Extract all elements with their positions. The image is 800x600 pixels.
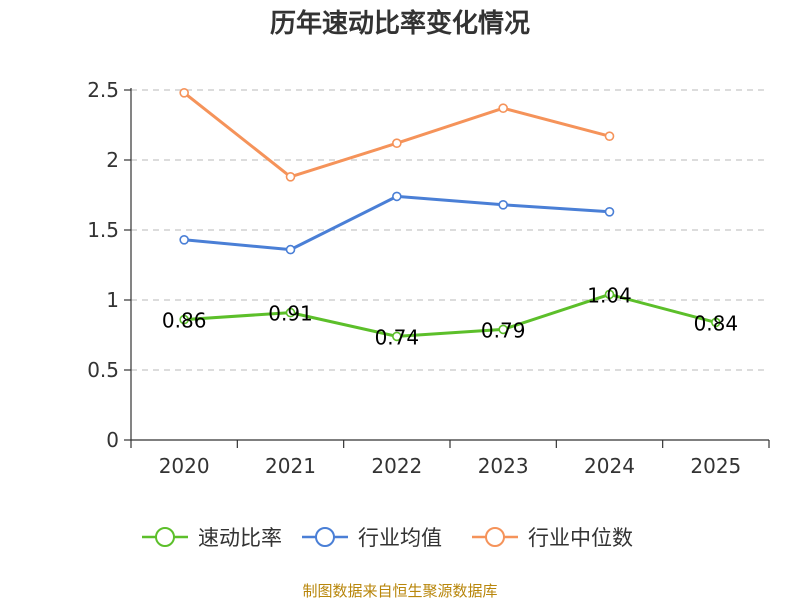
- data-label: 1.04: [587, 283, 632, 307]
- x-tick-label: 2023: [478, 454, 529, 478]
- grid: [131, 89, 769, 371]
- legend-marker: [485, 527, 505, 547]
- x-tick-label: 2025: [690, 454, 741, 478]
- series-line: [184, 194, 610, 252]
- data-point[interactable]: [498, 324, 508, 335]
- data-point[interactable]: [179, 235, 189, 245]
- legend-marker: [155, 527, 175, 547]
- data-label: 0.84: [694, 311, 739, 335]
- data-point[interactable]: [285, 307, 296, 318]
- legend-label: 行业中位数: [528, 526, 633, 550]
- x-tick-label: 2021: [265, 454, 316, 478]
- data-point[interactable]: [179, 88, 189, 98]
- x-tick-label: 2024: [584, 454, 635, 478]
- data-point[interactable]: [285, 244, 296, 255]
- data-point[interactable]: [179, 314, 189, 325]
- y-tick-label: 1.5: [87, 218, 119, 242]
- y-tick-label: 1: [106, 288, 119, 312]
- y-tick-label: 0: [106, 428, 119, 452]
- series-line: [183, 91, 610, 179]
- legend-label: 速动比率: [198, 526, 282, 550]
- data-point[interactable]: [711, 317, 721, 328]
- data-label: 0.91: [268, 302, 313, 326]
- series-1: [179, 191, 615, 255]
- legend-item-0[interactable]: 速动比率: [142, 526, 282, 550]
- series: [179, 88, 721, 342]
- x-tick-label: 2022: [371, 454, 422, 478]
- series-2: [179, 88, 615, 182]
- data-labels: 0.86 0.91 0.74 0.79 1.04 0.84: [162, 283, 738, 349]
- chart-title: 历年速动比率变化情况: [270, 8, 530, 39]
- data-point[interactable]: [604, 207, 615, 217]
- data-point[interactable]: [392, 331, 402, 342]
- data-point[interactable]: [604, 289, 615, 300]
- data-point[interactable]: [498, 103, 508, 113]
- axes: 0 0.5 1 1.5 2 2.5 2020 2021 2022 2023 2024 2025: [87, 78, 770, 478]
- y-tick-label: 2: [106, 148, 119, 172]
- series-line: [184, 292, 717, 338]
- data-point[interactable]: [392, 191, 402, 202]
- x-tick-label: 2020: [159, 454, 210, 478]
- data-point[interactable]: [285, 172, 296, 182]
- source-note: 制图数据来自恒生聚源数据库: [302, 582, 497, 600]
- y-tick-label: 2.5: [87, 78, 119, 102]
- legend-label: 行业均值: [358, 526, 442, 550]
- legend-marker: [315, 527, 335, 547]
- legend[interactable]: 速动比率 行业均值 行业中位数: [142, 526, 633, 550]
- legend-item-2[interactable]: 行业中位数: [472, 526, 633, 550]
- series-0: [179, 289, 721, 342]
- data-label: 0.86: [162, 309, 207, 333]
- data-point[interactable]: [392, 138, 402, 148]
- data-point[interactable]: [604, 131, 615, 141]
- data-point[interactable]: [498, 200, 508, 210]
- data-label: 0.79: [481, 318, 526, 342]
- y-tick-label: 0.5: [87, 358, 119, 382]
- data-label: 0.74: [375, 325, 420, 349]
- legend-item-1[interactable]: 行业均值: [302, 526, 442, 550]
